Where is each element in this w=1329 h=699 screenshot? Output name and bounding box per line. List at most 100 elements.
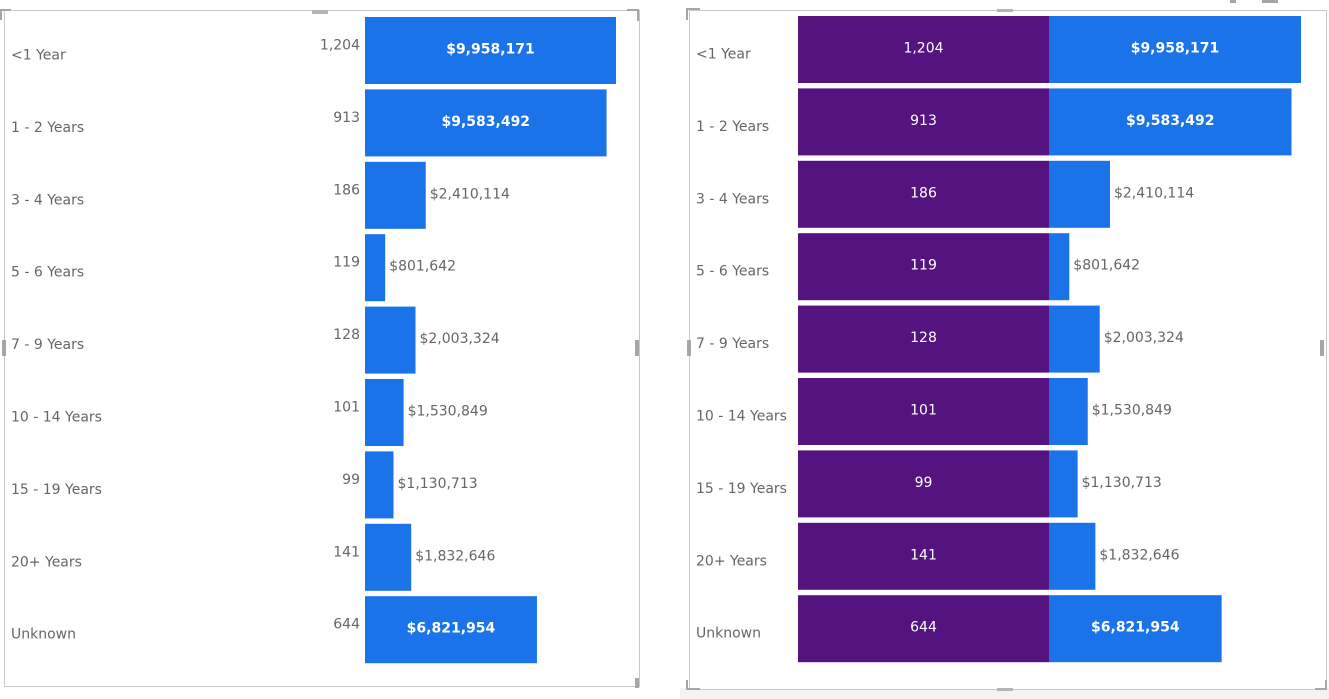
data-label: $1,832,646 bbox=[415, 548, 495, 564]
focus-mode-icon[interactable] bbox=[1262, 0, 1278, 3]
count-data-label: 101 bbox=[910, 403, 937, 419]
resize-handle-right[interactable] bbox=[635, 340, 639, 356]
category-label: 15 - 19 Years bbox=[11, 482, 102, 498]
resize-handle-left[interactable] bbox=[687, 340, 691, 356]
resize-handle-top-left[interactable] bbox=[686, 8, 700, 10]
resize-handle-bottom-right[interactable] bbox=[635, 678, 639, 688]
data-label: $6,821,954 bbox=[407, 621, 496, 637]
value-bar bbox=[1049, 233, 1070, 301]
category-label: 1 - 2 Years bbox=[696, 119, 769, 135]
count-bar bbox=[798, 595, 1049, 663]
count-label: 128 bbox=[333, 327, 360, 343]
data-label: $1,130,713 bbox=[398, 476, 478, 492]
count-label: 913 bbox=[333, 110, 360, 126]
count-bar bbox=[798, 160, 1049, 228]
category-label: 1 - 2 Years bbox=[11, 120, 84, 136]
value-bar bbox=[1049, 378, 1088, 445]
count-data-label: 119 bbox=[910, 258, 937, 274]
count-data-label: 913 bbox=[910, 113, 937, 129]
resize-handle-bottom-left[interactable] bbox=[686, 688, 700, 690]
value-bar bbox=[1049, 522, 1096, 590]
resize-handle-top-right[interactable] bbox=[637, 9, 639, 21]
value-bar bbox=[365, 161, 426, 229]
data-label: $6,821,954 bbox=[1091, 620, 1180, 636]
data-label: $9,583,492 bbox=[1126, 113, 1215, 129]
count-label: 101 bbox=[333, 400, 360, 416]
value-bar bbox=[365, 451, 394, 519]
count-bar bbox=[798, 450, 1049, 518]
count-data-label: 186 bbox=[910, 185, 937, 201]
count-bar bbox=[798, 88, 1049, 156]
value-bar bbox=[365, 89, 607, 157]
resize-handle-top-left[interactable] bbox=[0, 9, 2, 20]
data-label: $1,530,849 bbox=[408, 404, 488, 420]
resize-handle-top-left[interactable] bbox=[0, 9, 11, 11]
data-label: $2,410,114 bbox=[1114, 185, 1194, 201]
value-bar bbox=[1049, 160, 1110, 228]
category-label: 15 - 19 Years bbox=[696, 481, 787, 497]
count-data-label: 644 bbox=[910, 620, 937, 636]
category-label: 10 - 14 Years bbox=[696, 409, 787, 425]
value-bar bbox=[1049, 305, 1100, 373]
value-bar bbox=[365, 17, 616, 84]
category-label: <1 Year bbox=[696, 47, 751, 63]
data-label: $1,832,646 bbox=[1099, 547, 1179, 563]
count-bar bbox=[798, 522, 1049, 590]
right-chart-visual[interactable]: <1 Year 1,204 $9,958,171 1 - 2 Years 913 $9,5… bbox=[689, 10, 1327, 690]
count-bar bbox=[798, 305, 1049, 373]
category-label: <1 Year bbox=[11, 48, 66, 64]
drag-grip[interactable] bbox=[997, 9, 1013, 12]
value-bar bbox=[365, 523, 412, 591]
value-bar bbox=[365, 379, 404, 446]
data-label: $801,642 bbox=[1073, 258, 1140, 274]
value-bar bbox=[1049, 450, 1078, 518]
count-bar bbox=[798, 16, 1049, 83]
data-label: $9,958,171 bbox=[446, 42, 535, 58]
value-bar bbox=[365, 306, 416, 374]
category-label: 10 - 14 Years bbox=[11, 410, 102, 426]
data-label: $9,583,492 bbox=[441, 114, 530, 130]
count-label: 644 bbox=[333, 617, 360, 633]
category-label: 3 - 4 Years bbox=[11, 192, 84, 208]
drag-grip[interactable] bbox=[312, 10, 328, 14]
count-bar bbox=[798, 378, 1049, 445]
count-label: 119 bbox=[333, 255, 360, 271]
count-data-label: 99 bbox=[915, 475, 933, 491]
data-label: $9,958,171 bbox=[1131, 41, 1220, 57]
count-data-label: 128 bbox=[910, 330, 937, 346]
count-label: 141 bbox=[333, 544, 360, 560]
left-bar-chart: <1 Year 1,204 $9,958,171 1 - 2 Years 913 $9,5… bbox=[11, 17, 616, 664]
resize-handle-top-right[interactable] bbox=[627, 9, 639, 11]
count-label: 186 bbox=[333, 182, 360, 198]
right-bar-chart: <1 Year 1,204 $9,958,171 1 - 2 Years 913 $9,5… bbox=[696, 16, 1301, 663]
value-bar bbox=[1049, 16, 1301, 83]
resize-handle-bottom-left[interactable] bbox=[686, 680, 688, 690]
count-label: 99 bbox=[342, 472, 360, 488]
value-bar bbox=[365, 234, 386, 302]
resize-handle-bottom-right[interactable] bbox=[1315, 688, 1327, 690]
category-label: 7 - 9 Years bbox=[696, 336, 769, 352]
resize-handle-left[interactable] bbox=[2, 340, 6, 356]
data-label: $1,530,849 bbox=[1092, 403, 1172, 419]
data-label: $2,410,114 bbox=[430, 186, 510, 202]
category-label: 5 - 6 Years bbox=[11, 265, 84, 281]
data-label: $2,003,324 bbox=[419, 331, 499, 347]
bottom-shade bbox=[680, 688, 1329, 699]
value-bar bbox=[1049, 595, 1222, 663]
resize-handle-bottom-right[interactable] bbox=[1325, 680, 1327, 690]
category-label: 7 - 9 Years bbox=[11, 337, 84, 353]
value-bar bbox=[365, 596, 537, 664]
left-chart-visual[interactable]: <1 Year 1,204 $9,958,171 1 - 2 Years 913 $9,5… bbox=[4, 10, 640, 687]
count-data-label: 1,204 bbox=[903, 41, 943, 57]
resize-handle-right[interactable] bbox=[1320, 340, 1324, 356]
category-label: 3 - 4 Years bbox=[696, 191, 769, 207]
category-label: Unknown bbox=[11, 627, 76, 643]
count-bar bbox=[798, 233, 1049, 301]
more-options-icon[interactable] bbox=[1230, 0, 1236, 3]
data-label: $1,130,713 bbox=[1082, 475, 1162, 491]
category-label: 5 - 6 Years bbox=[696, 264, 769, 280]
data-label: $2,003,324 bbox=[1104, 330, 1184, 346]
category-label: 20+ Years bbox=[11, 554, 82, 570]
resize-handle-top-left[interactable] bbox=[686, 8, 688, 20]
drag-grip[interactable] bbox=[997, 688, 1013, 691]
